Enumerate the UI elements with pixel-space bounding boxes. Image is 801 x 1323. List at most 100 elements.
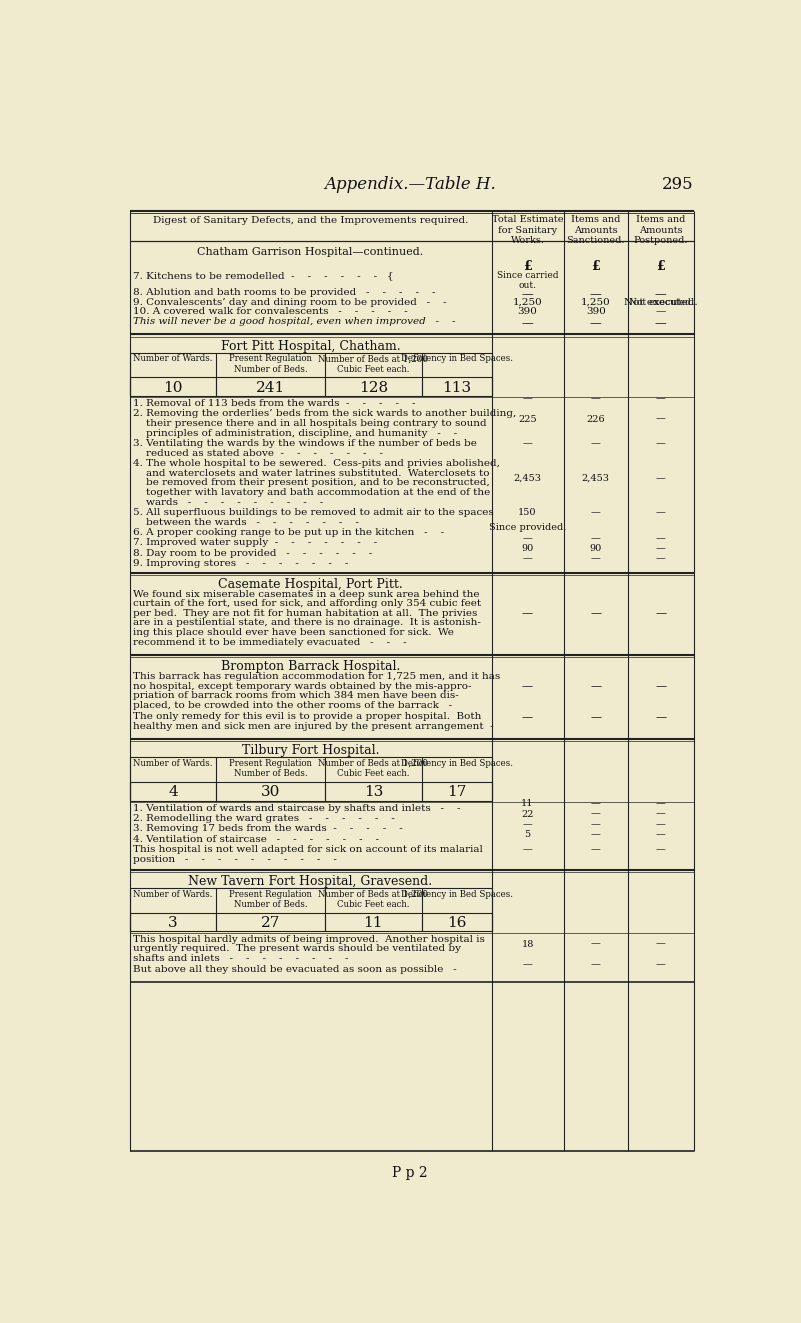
Text: 7. Kitchens to be remodelled  -    -    -    -    -    -   {: 7. Kitchens to be remodelled - - - - - -… bbox=[133, 271, 393, 279]
Text: 11: 11 bbox=[521, 799, 533, 808]
Text: and waterclosets and water latrines substituted.  Waterclosets to: and waterclosets and water latrines subs… bbox=[133, 468, 489, 478]
Text: urgently required.  The present wards should be ventilated by: urgently required. The present wards sho… bbox=[133, 945, 461, 953]
Text: 2. Removing the orderlies’ beds from the sick wards to another building,: 2. Removing the orderlies’ beds from the… bbox=[133, 409, 516, 418]
Text: 1,250: 1,250 bbox=[513, 298, 542, 307]
Text: 22: 22 bbox=[521, 810, 533, 819]
Text: 5: 5 bbox=[525, 831, 530, 839]
Text: —: — bbox=[521, 318, 533, 329]
Text: 1,250: 1,250 bbox=[581, 298, 610, 307]
Text: 90: 90 bbox=[590, 544, 602, 553]
Text: 90: 90 bbox=[521, 544, 533, 553]
Text: Deficiency in Bed Spaces.: Deficiency in Bed Spaces. bbox=[400, 759, 513, 767]
Text: —: — bbox=[656, 960, 666, 970]
Text: Present Regulation
Number of Beds.: Present Regulation Number of Beds. bbox=[229, 759, 312, 778]
Text: Number of Beds at 1,200
Cubic Feet each.: Number of Beds at 1,200 Cubic Feet each. bbox=[318, 759, 429, 778]
Text: 13: 13 bbox=[364, 785, 383, 799]
Text: —: — bbox=[590, 609, 602, 619]
Text: —: — bbox=[656, 394, 666, 404]
Text: —: — bbox=[656, 534, 666, 542]
Text: —: — bbox=[523, 439, 533, 448]
Text: 226: 226 bbox=[586, 414, 605, 423]
Text: —: — bbox=[523, 554, 533, 564]
Text: be removed from their present position, and to be reconstructed,: be removed from their present position, … bbox=[133, 479, 489, 487]
Text: Not executed.: Not executed. bbox=[629, 298, 693, 307]
Text: —: — bbox=[655, 681, 666, 692]
Text: But above all they should be evacuated as soon as possible   -: But above all they should be evacuated a… bbox=[133, 964, 457, 974]
Text: Number of Wards.: Number of Wards. bbox=[133, 890, 213, 898]
Text: —: — bbox=[656, 810, 666, 819]
Text: —: — bbox=[591, 394, 601, 404]
Text: —: — bbox=[656, 414, 666, 423]
Text: —: — bbox=[591, 799, 601, 808]
Text: P p 2: P p 2 bbox=[392, 1166, 428, 1180]
Text: 3. Ventilating the wards by the windows if the number of beds be: 3. Ventilating the wards by the windows … bbox=[133, 439, 477, 448]
Text: —: — bbox=[523, 534, 533, 542]
Text: —: — bbox=[522, 712, 533, 722]
Text: wards   -    -    -    -    -    -    -    -    -: wards - - - - - - - - - bbox=[133, 497, 323, 507]
Text: —: — bbox=[591, 820, 601, 830]
Text: —: — bbox=[656, 845, 666, 855]
Text: —: — bbox=[656, 939, 666, 949]
Text: This hospital is not well adapted for sick on account of its malarial: This hospital is not well adapted for si… bbox=[133, 845, 482, 855]
Text: —: — bbox=[656, 554, 666, 564]
Text: —: — bbox=[523, 820, 533, 830]
Text: 241: 241 bbox=[256, 381, 285, 394]
Text: —: — bbox=[591, 508, 601, 517]
Text: 2,453: 2,453 bbox=[513, 474, 541, 483]
Text: —: — bbox=[590, 288, 602, 302]
Text: —: — bbox=[591, 845, 601, 855]
Text: 4. Ventilation of staircase   -    -    -    -    -    -    -: 4. Ventilation of staircase - - - - - - … bbox=[133, 835, 379, 844]
Text: —: — bbox=[590, 681, 602, 692]
Text: between the wards   -    -    -    -    -    -    -: between the wards - - - - - - - bbox=[133, 517, 359, 527]
Text: —: — bbox=[656, 544, 666, 553]
Text: New Tavern Fort Hospital, Gravesend.: New Tavern Fort Hospital, Gravesend. bbox=[188, 876, 433, 888]
Text: Casemate Hospital, Port Pitt.: Casemate Hospital, Port Pitt. bbox=[218, 578, 403, 591]
Text: —: — bbox=[522, 681, 533, 692]
Text: —: — bbox=[656, 820, 666, 830]
Text: reduced as stated above  -    -    -    -    -    -    -: reduced as stated above - - - - - - - bbox=[133, 448, 383, 458]
Text: together with lavatory and bath accommodation at the end of the: together with lavatory and bath accommod… bbox=[133, 488, 490, 497]
Text: 3. Removing 17 beds from the wards  -    -    -    -    -: 3. Removing 17 beds from the wards - - -… bbox=[133, 824, 402, 833]
Text: —: — bbox=[591, 810, 601, 819]
Text: —: — bbox=[523, 960, 533, 970]
Text: 4: 4 bbox=[168, 785, 178, 799]
Text: 225: 225 bbox=[518, 414, 537, 423]
Text: —: — bbox=[655, 318, 666, 329]
Text: position   -    -    -    -    -    -    -    -    -    -: position - - - - - - - - - - bbox=[133, 855, 336, 864]
Text: their presence there and in all hospitals being contrary to sound: their presence there and in all hospital… bbox=[133, 419, 486, 429]
Text: 113: 113 bbox=[442, 381, 471, 394]
Text: Number of Beds at 1,200
Cubic Feet each.: Number of Beds at 1,200 Cubic Feet each. bbox=[318, 355, 429, 373]
Text: —: — bbox=[591, 439, 601, 448]
Text: 390: 390 bbox=[586, 307, 606, 316]
Text: 6. A proper cooking range to be put up in the kitchen   -    -: 6. A proper cooking range to be put up i… bbox=[133, 528, 444, 537]
Text: 27: 27 bbox=[261, 916, 280, 930]
Text: Since carried
out.: Since carried out. bbox=[497, 271, 558, 290]
Text: priation of barrack rooms from which 384 men have been dis-: priation of barrack rooms from which 384… bbox=[133, 691, 458, 700]
Text: The only remedy for this evil is to provide a proper hospital.  Both: The only remedy for this evil is to prov… bbox=[133, 712, 481, 721]
Text: no hospital, except temporary wards obtained by the mis-appro-: no hospital, except temporary wards obta… bbox=[133, 681, 471, 691]
Text: 11: 11 bbox=[364, 916, 383, 930]
Text: 16: 16 bbox=[447, 916, 466, 930]
Text: Present Regulation
Number of Beds.: Present Regulation Number of Beds. bbox=[229, 890, 312, 909]
Text: 7. Improved water supply  -    -    -    -    -    -    -: 7. Improved water supply - - - - - - - bbox=[133, 538, 377, 548]
Text: Fort Pitt Hospital, Chatham.: Fort Pitt Hospital, Chatham. bbox=[221, 340, 400, 353]
Text: Since provided.: Since provided. bbox=[489, 524, 566, 532]
Text: Appendix.—Table H.: Appendix.—Table H. bbox=[324, 176, 496, 193]
Text: £: £ bbox=[591, 261, 600, 273]
Text: —: — bbox=[656, 307, 666, 316]
Text: Deficiency in Bed Spaces.: Deficiency in Bed Spaces. bbox=[400, 355, 513, 364]
Text: This barrack has regulation accommodation for 1,725 men, and it has: This barrack has regulation accommodatio… bbox=[133, 672, 500, 681]
Text: Deficiency in Bed Spaces.: Deficiency in Bed Spaces. bbox=[400, 890, 513, 898]
Text: —: — bbox=[590, 318, 602, 329]
Text: —: — bbox=[655, 288, 666, 302]
Text: —: — bbox=[655, 609, 666, 619]
Text: healthy men and sick men are injured by the present arrangement  -: healthy men and sick men are injured by … bbox=[133, 721, 493, 730]
Text: —: — bbox=[656, 831, 666, 839]
Text: 295: 295 bbox=[662, 176, 694, 193]
Text: —: — bbox=[591, 534, 601, 542]
Text: 18: 18 bbox=[521, 939, 533, 949]
Text: 3: 3 bbox=[168, 916, 178, 930]
Text: curtain of the fort, used for sick, and affording only 354 cubic feet: curtain of the fort, used for sick, and … bbox=[133, 599, 481, 609]
Text: —: — bbox=[656, 474, 666, 483]
Text: —: — bbox=[656, 508, 666, 517]
